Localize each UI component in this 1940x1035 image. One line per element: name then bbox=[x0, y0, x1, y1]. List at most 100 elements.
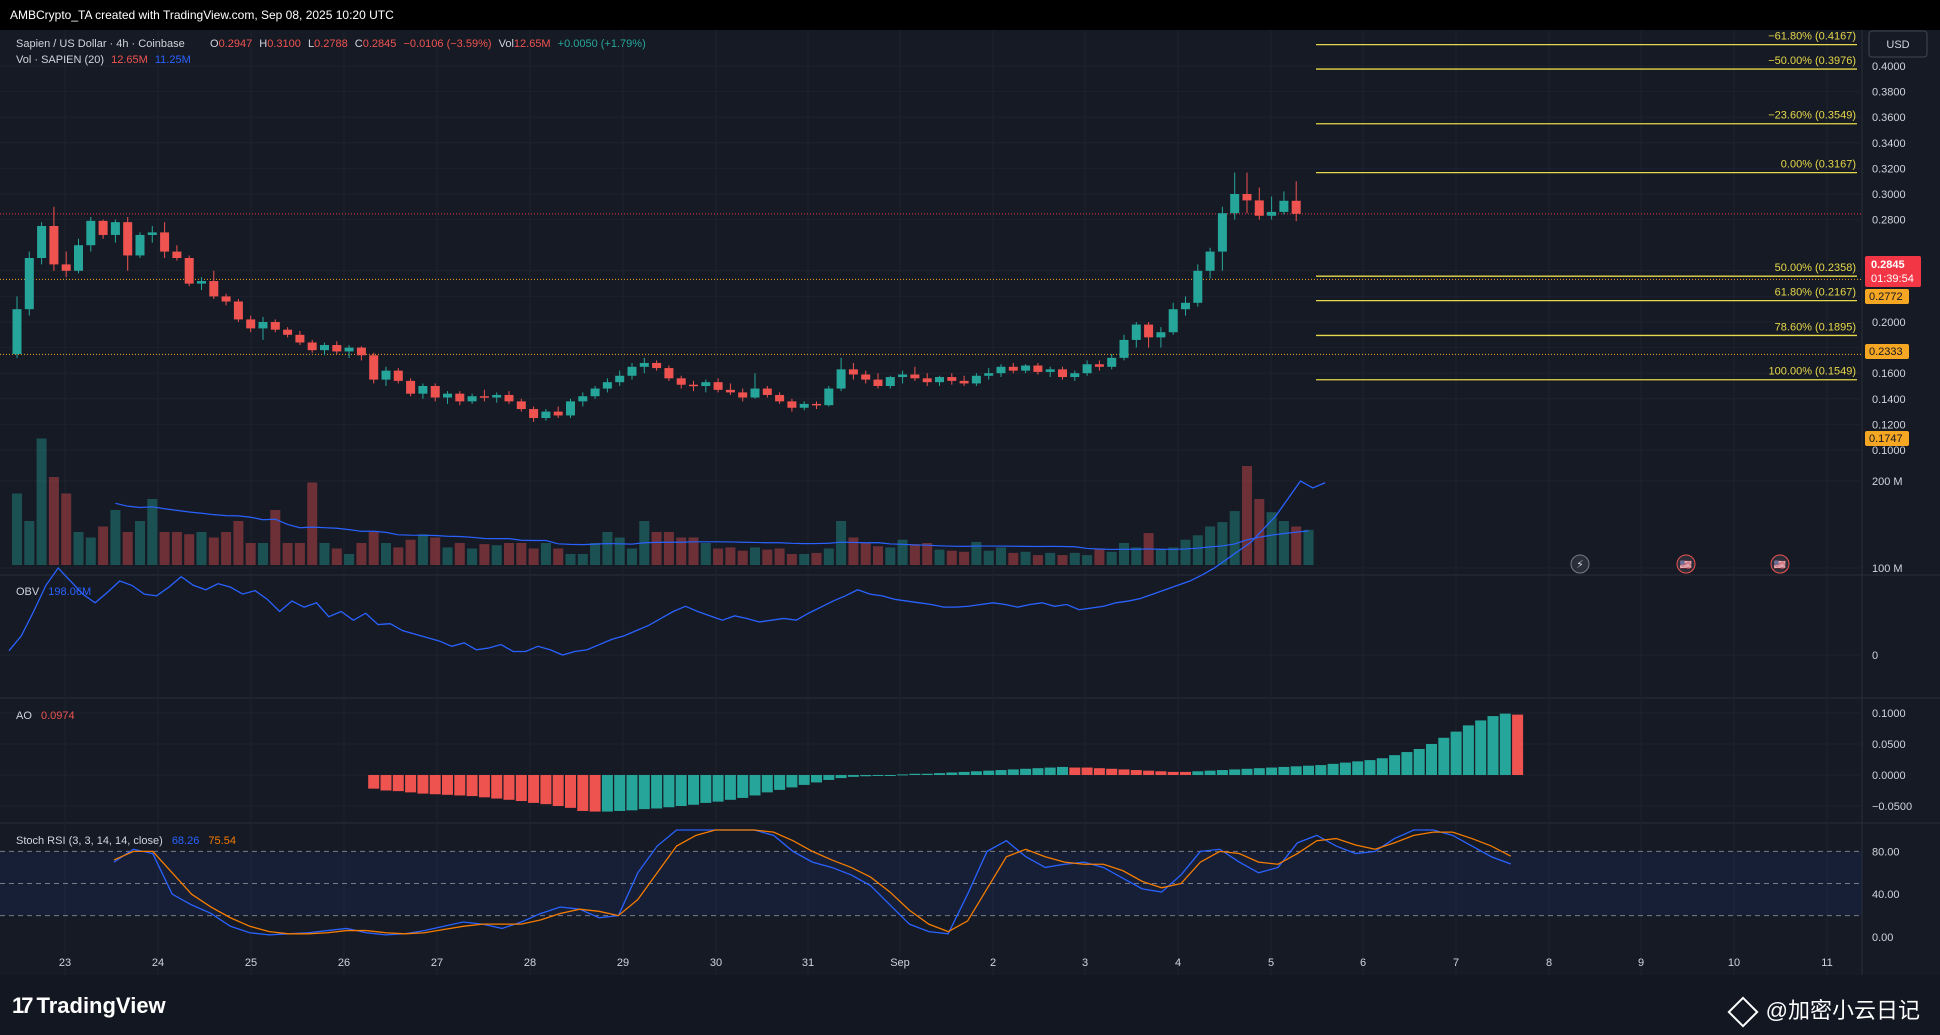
candle-body bbox=[332, 345, 342, 352]
volume-bar bbox=[73, 532, 84, 565]
candle-layer bbox=[12, 172, 1301, 422]
fib-level-label: 0.00% (0.3167) bbox=[1781, 159, 1856, 171]
ao-bar bbox=[651, 775, 663, 809]
candle-body bbox=[775, 394, 785, 402]
volume-bar bbox=[811, 552, 822, 565]
candle-body bbox=[652, 362, 662, 369]
chart-svg[interactable]: −61.80% (0.4167) −50.00% (0.3976) −23.60% … bbox=[0, 30, 1940, 975]
ao-bar bbox=[454, 775, 466, 796]
ao-bar bbox=[1278, 766, 1290, 775]
flash-icon[interactable] bbox=[1570, 554, 1590, 574]
volume-bar bbox=[344, 554, 355, 565]
stoch-d: 75.54 bbox=[208, 835, 236, 847]
volume-bar bbox=[1266, 512, 1277, 565]
candle-body bbox=[885, 377, 895, 386]
candle-body bbox=[1144, 324, 1154, 338]
candle-body bbox=[1230, 194, 1240, 214]
ao-bar bbox=[1376, 758, 1388, 775]
ao-bar bbox=[1266, 767, 1278, 775]
candle-body bbox=[455, 393, 465, 402]
volume-bar bbox=[922, 543, 933, 565]
ao-bar bbox=[835, 775, 847, 779]
candle-body bbox=[270, 322, 280, 330]
volume-bar bbox=[405, 539, 416, 565]
ao-bar bbox=[1413, 748, 1425, 775]
ao-bar bbox=[1253, 768, 1265, 775]
candle-body bbox=[1181, 302, 1190, 310]
volume-bar bbox=[36, 438, 47, 565]
ohlc-l-val: 0.2788 bbox=[314, 38, 348, 50]
level-tag-2: 0.2333 bbox=[1869, 346, 1903, 358]
volume-bar bbox=[454, 543, 465, 565]
volume-bar bbox=[762, 549, 773, 565]
candle-body bbox=[664, 368, 674, 379]
volume-bar bbox=[860, 543, 871, 565]
volume-bar bbox=[590, 543, 601, 565]
volume-bar bbox=[24, 521, 35, 565]
ohlc-c-key: C bbox=[355, 38, 363, 50]
obv-tick: 0 bbox=[1872, 650, 1878, 662]
ao-bar bbox=[1192, 771, 1204, 775]
time-tick: 5 bbox=[1268, 957, 1274, 969]
stoch-k-line bbox=[113, 829, 1512, 936]
ao-bar bbox=[1032, 768, 1044, 775]
chart-area[interactable]: −61.80% (0.4167) −50.00% (0.3976) −23.60% … bbox=[0, 30, 1940, 975]
countdown-tag: 01:39:54 bbox=[1871, 273, 1914, 285]
volume-bar bbox=[184, 534, 195, 565]
currency-badge[interactable]: USD bbox=[1868, 30, 1928, 58]
us-event-icon[interactable] bbox=[1770, 554, 1790, 574]
ao-bar bbox=[1499, 713, 1511, 775]
volume-bar bbox=[553, 548, 564, 565]
us-event-icon[interactable] bbox=[1676, 554, 1696, 574]
candle-body bbox=[504, 394, 514, 402]
author-line: AMBCrypto_TA created with TradingView.co… bbox=[10, 8, 394, 22]
vol-ma-value-1: 12.65M bbox=[111, 54, 148, 66]
ao-bar bbox=[1450, 731, 1462, 775]
volume-bar bbox=[270, 510, 281, 565]
candle-body bbox=[110, 222, 120, 235]
ao-bar bbox=[380, 775, 392, 791]
candle-body bbox=[74, 245, 83, 271]
time-tick: 28 bbox=[524, 957, 536, 969]
ao-bar bbox=[1081, 767, 1093, 775]
currency-label[interactable]: USD bbox=[1886, 39, 1909, 51]
price-tick: 0.1000 bbox=[1872, 445, 1906, 457]
candle-body bbox=[307, 342, 317, 351]
binance-icon bbox=[1727, 996, 1759, 1028]
candle-body bbox=[1094, 364, 1104, 367]
volume-bar bbox=[1008, 552, 1019, 565]
ao-bar bbox=[909, 773, 921, 775]
ao-bar bbox=[958, 771, 970, 775]
tradingview-logo[interactable]: 17 TradingView bbox=[12, 993, 166, 1019]
volume-bar bbox=[663, 532, 674, 565]
candle-body bbox=[49, 226, 59, 265]
ao-bar bbox=[1167, 771, 1179, 775]
volume-bar bbox=[725, 547, 736, 565]
ao-bar bbox=[405, 775, 417, 793]
volume-bar bbox=[540, 543, 551, 565]
time-tick: 4 bbox=[1175, 957, 1181, 969]
volume-bar bbox=[885, 547, 896, 565]
us-flag-glyph: 🇺🇸 bbox=[1680, 559, 1693, 571]
ao-bar bbox=[761, 775, 773, 793]
time-tick: 25 bbox=[245, 957, 257, 969]
volume-bar bbox=[1057, 555, 1068, 565]
volume-bar bbox=[1106, 551, 1117, 565]
ao-bar bbox=[1007, 769, 1019, 775]
volume-bar bbox=[110, 510, 121, 565]
ao-bar bbox=[724, 775, 736, 800]
volume-bar bbox=[319, 543, 330, 565]
volume-bar bbox=[1094, 548, 1105, 565]
fib-level-label: −50.00% (0.3976) bbox=[1768, 55, 1856, 67]
fib-level-label: −61.80% (0.4167) bbox=[1768, 31, 1856, 43]
fib-level-label: 61.80% (0.2167) bbox=[1775, 287, 1856, 299]
volume-bar bbox=[479, 544, 490, 565]
event-icons[interactable]: ⚡ 🇺🇸 🇺🇸 bbox=[1570, 554, 1790, 574]
watermark: @加密小云日记 bbox=[1727, 993, 1920, 1028]
ao-bar bbox=[737, 775, 749, 798]
stoch-d-line bbox=[113, 829, 1512, 935]
ao-bar bbox=[540, 775, 552, 805]
candle-body bbox=[1033, 365, 1043, 372]
price-tick: 0.3000 bbox=[1872, 189, 1906, 201]
volume-bar bbox=[1254, 499, 1265, 565]
